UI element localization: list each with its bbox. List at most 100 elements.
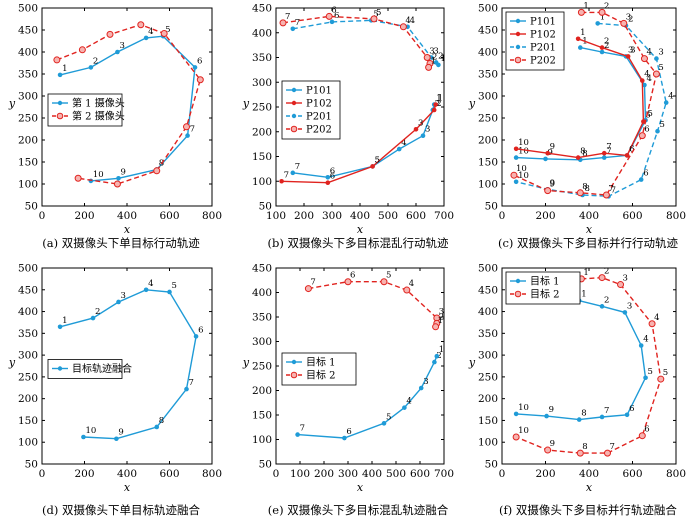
data-point-marker <box>663 100 669 105</box>
point-label: 4 <box>148 27 153 37</box>
data-point-marker <box>625 54 631 59</box>
x-tick-label: 600 <box>159 468 179 480</box>
x-tick-label: 200 <box>535 210 555 222</box>
chart-panel-b: 100 200 300 400 500 600 7005010015020025030035… <box>242 3 454 237</box>
data-point-marker <box>655 128 660 134</box>
point-label: 7 <box>609 442 614 452</box>
data-point-marker <box>513 155 519 160</box>
point-label: 6 <box>346 427 351 437</box>
point-label: 2 <box>93 56 98 66</box>
data-point-marker <box>325 12 333 20</box>
point-label: 6 <box>629 144 634 154</box>
data-point-marker <box>192 65 198 70</box>
y-tick-label: 400 <box>18 47 38 59</box>
y-tick-label: 150 <box>18 415 38 427</box>
legend-box <box>281 352 357 386</box>
legend-entry: 目标 2 <box>306 370 336 382</box>
y-tick-label: 350 <box>478 328 498 340</box>
x-tick-label: 0 <box>499 210 506 222</box>
data-point-marker <box>598 8 606 16</box>
y-tick-label: 300 <box>478 350 498 362</box>
x-tick-label: 800 <box>202 210 222 222</box>
legend-entry: P201 <box>306 112 332 123</box>
data-point-marker <box>57 324 63 330</box>
point-label: 4 <box>644 70 649 80</box>
point-label: 2 <box>628 15 633 25</box>
point-label: 10 <box>93 170 104 180</box>
series-1: 7 6 5 4 321 <box>304 271 444 331</box>
legend-marker <box>57 100 63 106</box>
data-point-marker <box>543 156 548 162</box>
y-tick-label: 500 <box>478 3 498 15</box>
data-point-marker <box>601 150 607 156</box>
legend-entry: 目标 2 <box>530 289 560 301</box>
data-point-marker <box>544 413 549 419</box>
point-label: 3 <box>429 47 434 57</box>
y-tick-label: 200 <box>252 126 272 138</box>
point-label: 6 <box>330 166 335 176</box>
point-label: 4 <box>401 138 406 148</box>
legend-marker <box>56 112 64 120</box>
point-label: 7 <box>284 170 289 180</box>
data-point-marker <box>576 449 584 457</box>
point-label: 8 <box>582 149 587 159</box>
data-point-marker <box>624 153 630 158</box>
chart-panel-d: 0 200 400 600 800 50 100 150 200 250 300 350 400 450 5… <box>8 263 222 495</box>
series-line <box>516 300 647 421</box>
x-tick-label: 500 <box>378 210 398 222</box>
legend-entry: 第 2 摄像头 <box>72 110 125 123</box>
x-tick-label: 200 <box>74 210 94 222</box>
data-point-marker <box>601 155 607 160</box>
point-label: 6 <box>198 325 203 335</box>
data-point-marker <box>78 46 86 54</box>
y-tick-label: 350 <box>18 328 38 340</box>
point-label: 1 <box>439 345 444 355</box>
data-point-marker <box>325 174 331 180</box>
data-point-marker <box>115 49 120 55</box>
point-label: 10 <box>516 164 527 174</box>
y-tick-label: 300 <box>478 91 498 103</box>
point-label: 5 <box>386 271 391 281</box>
point-label: 6 <box>197 56 202 66</box>
data-point-marker <box>641 119 646 124</box>
data-point-marker <box>295 432 300 437</box>
data-point-marker <box>425 63 433 71</box>
x-tick-label: 400 <box>579 210 599 222</box>
data-point-marker <box>544 187 552 195</box>
y-tick-label: 450 <box>478 25 498 37</box>
legend-marker <box>290 371 298 379</box>
y-tick-label: 250 <box>18 113 38 125</box>
x-axis-label: x <box>586 223 593 236</box>
series-line <box>56 23 202 185</box>
point-label: 5 <box>658 63 663 73</box>
data-point-marker <box>513 179 519 185</box>
point-label: 5 <box>375 155 380 165</box>
x-tick-label: 0 <box>39 210 46 222</box>
point-label: 2 <box>604 1 609 11</box>
point-label: 3 <box>627 301 632 311</box>
data-point-marker <box>433 102 438 107</box>
data-point-marker <box>643 375 648 381</box>
data-point-marker <box>160 30 168 38</box>
data-point-marker <box>402 405 407 410</box>
data-point-marker <box>413 126 419 132</box>
data-point-marker <box>116 175 121 181</box>
y-tick-label: 100 <box>252 434 272 446</box>
data-point-marker <box>638 132 646 140</box>
point-label: 9 <box>121 167 126 177</box>
y-tick-label: 450 <box>252 263 272 275</box>
data-point-marker <box>380 278 388 286</box>
data-point-marker <box>153 167 161 175</box>
data-point-marker <box>576 417 582 422</box>
point-label: 2 <box>439 312 444 322</box>
x-tick-label: 700 <box>434 468 454 480</box>
x-tick-label: 400 <box>362 468 382 480</box>
point-label: 1 <box>583 1 588 11</box>
point-label: 5 <box>648 109 653 119</box>
y-tick-label: 50 <box>25 459 38 471</box>
point-label: 5 <box>376 8 381 18</box>
point-label: 7 <box>606 142 611 152</box>
point-label: 3 <box>121 291 126 301</box>
data-point-marker <box>638 343 644 348</box>
